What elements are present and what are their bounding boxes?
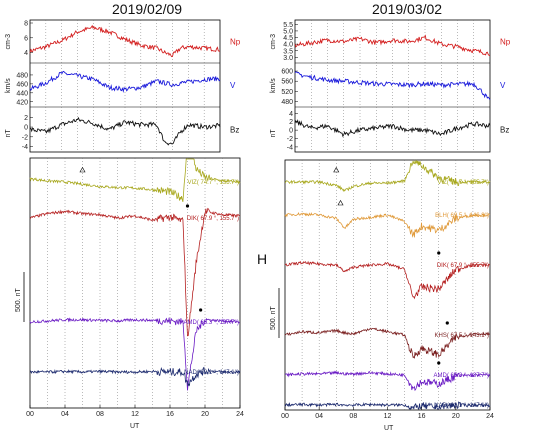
left-x-axis-label: UT [130,423,140,430]
right-ytick-label: 0 [289,128,293,135]
right-xtick-label: 00 [281,413,289,420]
right-station-trace-amd [284,370,491,392]
left-ytick-label: 4 [24,50,28,57]
right-ytick-label: 4 [289,111,293,118]
left-scale-label: 500. nT [15,288,22,312]
left-solar-wind-panel: 4 6 8 cm-3 Np 420 440 460 480 km/s V -4 -2 0 2 nT Bz [5,19,241,153]
left-series-bz [29,116,221,146]
left-ytick-label: 8 [24,21,28,28]
right-ytick-label: 560 [281,79,293,86]
right-ytick-label: 480 [281,99,293,106]
right-ytick-label: 4.0 [283,42,293,49]
left-magnetogram-panel: VIZ( 74.7 °, 155.7°) DIK( 67.9 °, 155.7°)… [15,157,244,430]
left-ytick-label: 460 [16,81,28,88]
right-onset-dot-amd [437,361,441,365]
right-scale-label: 500. nT [270,306,277,330]
right-unit-v: km/s [270,78,277,93]
left-ytick-label: 480 [16,72,28,79]
right-station-label-viz: VIZ( 74.7 °, 155.7°) [438,180,490,186]
left-station-label-dik: DIK( 67.9 °, 155.7°) [187,216,239,222]
left-series-v [29,70,221,94]
right-series-bz [294,119,491,138]
left-xtick-label: 20 [201,411,209,418]
left-xtick-label: 24 [236,411,244,418]
right-xtick-label: 16 [418,413,426,420]
right-date-title: 2019/03/02 [372,1,442,17]
right-series-v [294,71,491,101]
left-ytick-label: 0 [24,125,28,132]
left-xtick-label: 08 [96,411,104,418]
right-ytick-label: 3.5 [283,48,293,55]
left-onset-dot-amd [199,308,203,312]
left-ytick-label: 6 [24,35,28,42]
right-unit-np: cm-3 [270,34,277,50]
right-x-axis-label: UT [384,425,394,432]
left-station-trace-nad [30,366,241,387]
right-ytick-label: 3.0 [283,55,293,62]
left-ytick-label: 420 [16,99,28,106]
right-ytick-label: 4.5 [283,35,293,42]
right-station-trace-khs [284,327,491,359]
left-ytick-label: 2 [24,115,28,122]
right-ytick-label: 5.5 [283,22,293,29]
right-series-np [294,34,490,56]
right-ytick-label: 5.0 [283,28,293,35]
left-ytick-label: 440 [16,90,28,97]
left-ytick-label: -4 [22,144,28,151]
right-xtick-label: 04 [315,413,323,420]
right-param-bz: Bz [500,126,509,135]
left-unit-bz: nT [5,129,12,138]
right-xtick-label: 08 [349,413,357,420]
left-unit-v: km/s [5,78,12,93]
right-station-label-blh: BLH( 69.5 °, 146.8°) [435,213,489,219]
right-station-label-khs: KHS( 67.5 °, 143.1°) [435,333,490,339]
left-station-label-amd: AMD( 65.3 °, 137.7°) [184,320,240,326]
right-station-label-dik: DIK( 67.9 °, 155.7°) [437,263,489,269]
right-param-v: V [500,81,506,90]
left-onset-dot-dik [185,204,190,208]
right-xtick-label: 12 [384,413,392,420]
right-ytick-label: 520 [281,89,293,96]
right-param-np: Np [500,38,511,47]
right-ytick-label: -4 [287,144,293,151]
left-station-trace-dik [29,207,241,337]
left-series-np [29,24,221,58]
left-param-bz: Bz [230,126,239,135]
right-solar-wind-panel: 3.03.54.04.55.05.5 cm-3 Np 480 520 560 600 km/s… [270,19,511,153]
right-station-label-nad: NAD( 62.1 °, 147.1°) [434,403,489,409]
right-station-trace-nad [284,401,491,410]
left-station-trace-viz [29,158,241,203]
left-param-v: V [230,81,236,90]
right-magnetogram-panel: VIZ( 74.7 °, 155.7°) BLH( 69.5 °, 146.8°)… [270,159,494,432]
right-ytick-label: 600 [281,69,293,76]
left-unit-np: cm-3 [5,34,12,50]
right-xtick-label: 24 [486,413,494,420]
right-station-trace-dik [284,260,491,300]
right-onset-dot-dik [437,251,441,255]
right-ytick-label: -2 [287,136,293,143]
right-ytick-label: 2 [289,119,293,126]
left-onset-triangle-viz [79,166,86,173]
right-xtick-label: 20 [452,413,460,420]
left-station-label-viz: VIZ( 74.7 °, 155.7°) [188,180,240,186]
right-station-trace-blh [284,212,491,238]
left-xtick-label: 04 [61,411,69,418]
left-xtick-label: 00 [26,411,34,418]
h-component-label: H [257,251,267,267]
left-date-title: 2019/02/09 [112,1,182,17]
left-xtick-label: 12 [131,411,139,418]
right-onset-triangle-blh [337,199,344,206]
right-unit-bz: nT [270,129,277,138]
right-station-trace-viz [285,159,491,192]
right-station-label-amd: AMD( 65.3 °, 137.7°) [434,373,490,379]
left-station-label-nad: NAD( 62.1 °, 147.1°) [184,370,239,376]
left-xtick-label: 16 [166,411,174,418]
left-ytick-label: -2 [22,134,28,141]
left-param-np: Np [230,38,241,47]
left-station-trace-amd [29,317,241,391]
right-onset-dot-khs [445,321,449,325]
right-onset-triangle-viz [333,166,340,173]
